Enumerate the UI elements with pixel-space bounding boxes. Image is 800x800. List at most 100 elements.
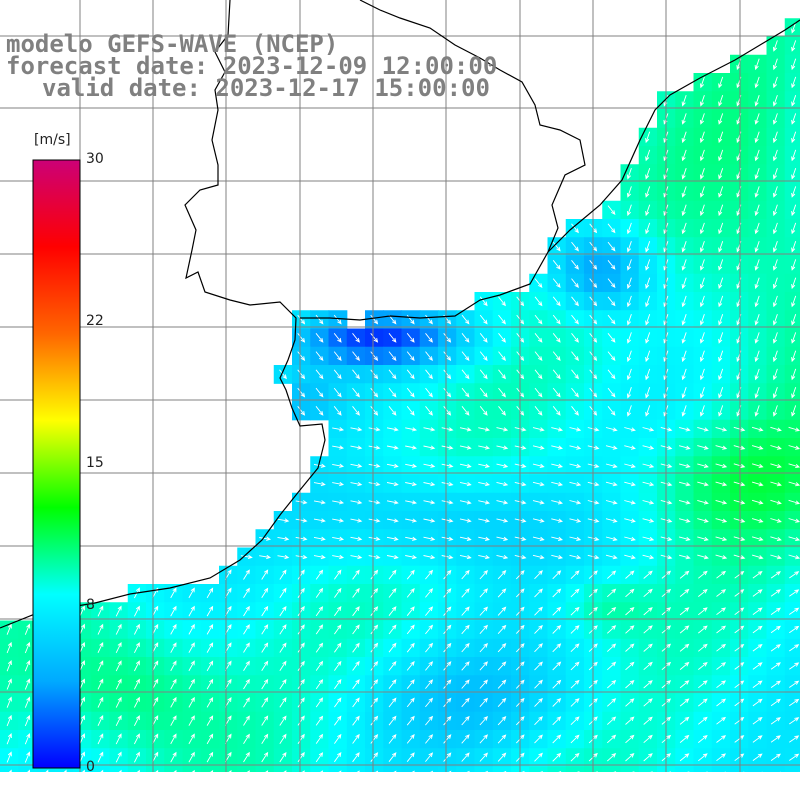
wind-arrow bbox=[772, 204, 778, 217]
colorbar-tick-label: 22 bbox=[86, 313, 104, 330]
wind-speed-cell bbox=[620, 638, 640, 658]
wind-arrow bbox=[681, 131, 687, 144]
wind-arrow bbox=[645, 368, 651, 381]
wind-arrow bbox=[681, 405, 687, 417]
wind-speed-cell bbox=[784, 730, 800, 749]
wind-arrow bbox=[534, 406, 543, 416]
wind-speed-cell bbox=[547, 730, 567, 749]
colorbar-tick-label: 15 bbox=[86, 455, 104, 471]
wind-arrow bbox=[370, 369, 379, 380]
wind-arrow bbox=[699, 186, 705, 198]
wind-speed-cell bbox=[748, 675, 768, 695]
wind-arrow bbox=[718, 168, 724, 180]
wind-arrow bbox=[791, 368, 797, 381]
wind-speed-cell bbox=[620, 565, 640, 585]
wind-speed-cell bbox=[456, 602, 476, 622]
wind-arrow bbox=[498, 314, 506, 325]
wind-arrow bbox=[754, 405, 760, 417]
wind-speed-cell bbox=[693, 602, 713, 622]
wind-speed-cell bbox=[474, 657, 494, 676]
wind-speed-cell bbox=[711, 711, 731, 731]
wind-arrow bbox=[791, 131, 797, 144]
wind-arrow bbox=[552, 314, 561, 325]
wind-arrow bbox=[681, 295, 687, 308]
wind-arrow bbox=[791, 259, 797, 271]
wind-arrow bbox=[645, 222, 651, 235]
wind-speed-cell bbox=[784, 346, 800, 366]
wind-arrow bbox=[626, 259, 632, 271]
wind-arrow bbox=[607, 369, 616, 380]
wind-arrow bbox=[607, 278, 616, 289]
wind-arrow bbox=[681, 387, 687, 399]
wind-speed-cell bbox=[328, 711, 348, 731]
wind-arrow bbox=[607, 351, 616, 362]
wind-arrow bbox=[681, 350, 687, 363]
wind-arrow bbox=[443, 351, 452, 362]
wind-arrow bbox=[626, 314, 632, 326]
wind-speed-cell bbox=[784, 511, 800, 530]
wind-arrow bbox=[333, 406, 342, 416]
wind-arrow bbox=[754, 186, 760, 198]
wind-arrow bbox=[772, 368, 778, 381]
wind-speed-cell bbox=[310, 730, 330, 749]
wind-arrow bbox=[461, 314, 470, 325]
wind-arrow bbox=[479, 296, 488, 307]
wind-arrow bbox=[315, 351, 324, 362]
wind-arrow bbox=[626, 168, 632, 180]
wind-arrow bbox=[534, 351, 543, 362]
wind-speed-cell bbox=[292, 602, 311, 622]
wind-arrow bbox=[552, 278, 561, 289]
wind-speed-cell bbox=[730, 584, 749, 603]
wind-arrow bbox=[315, 369, 324, 380]
wind-speed-cell bbox=[784, 620, 800, 640]
wind-arrow bbox=[368, 427, 381, 432]
wind-speed-cell bbox=[638, 657, 658, 676]
wind-speed-cell bbox=[328, 748, 348, 768]
wind-arrow bbox=[297, 387, 306, 398]
wind-arrow bbox=[571, 296, 579, 307]
wind-speed-cell bbox=[620, 675, 640, 695]
wind-arrow bbox=[718, 95, 724, 107]
wind-speed-cell bbox=[565, 584, 585, 603]
wind-arrow bbox=[571, 278, 579, 289]
wind-arrow bbox=[772, 387, 778, 399]
wind-speed-cell bbox=[693, 638, 713, 658]
wind-speed-cell bbox=[328, 602, 348, 622]
wind-arrow bbox=[297, 351, 306, 362]
wind-speed-cell bbox=[529, 565, 549, 585]
wind-arrow bbox=[552, 241, 561, 252]
wind-arrow bbox=[571, 369, 579, 380]
wind-arrow bbox=[571, 333, 579, 343]
wind-arrow bbox=[681, 277, 687, 290]
wind-arrow bbox=[498, 369, 506, 380]
wind-arrow bbox=[772, 277, 778, 290]
wind-speed-cell bbox=[602, 657, 622, 676]
wind-arrow bbox=[607, 296, 616, 307]
wind-arrow bbox=[791, 76, 797, 89]
wind-arrow bbox=[791, 295, 797, 308]
wind-speed-cell bbox=[273, 620, 293, 640]
wind-speed-cell bbox=[638, 693, 658, 713]
wind-arrow bbox=[791, 40, 797, 52]
wind-speed-cell bbox=[547, 693, 567, 713]
wind-speed-cell bbox=[784, 219, 800, 238]
wind-arrow bbox=[772, 350, 778, 363]
wind-speed-cell bbox=[693, 675, 713, 695]
wind-arrow bbox=[370, 387, 379, 398]
wind-arrow bbox=[479, 351, 488, 362]
wind-arrow bbox=[297, 333, 306, 343]
wind-arrow bbox=[532, 427, 545, 432]
wind-arrow bbox=[498, 296, 506, 307]
wind-speed-cell bbox=[784, 565, 800, 585]
wind-speed-cell bbox=[748, 565, 768, 585]
wind-arrow bbox=[370, 351, 379, 362]
wind-arrow bbox=[386, 427, 399, 432]
wind-speed-cell bbox=[292, 675, 311, 695]
wind-arrow bbox=[645, 387, 651, 399]
wind-speed-cell bbox=[711, 638, 731, 658]
wind-arrow bbox=[552, 296, 561, 307]
wind-arrow bbox=[718, 186, 724, 198]
wind-speed-cell bbox=[675, 730, 695, 749]
wind-speed-cell bbox=[784, 109, 800, 129]
